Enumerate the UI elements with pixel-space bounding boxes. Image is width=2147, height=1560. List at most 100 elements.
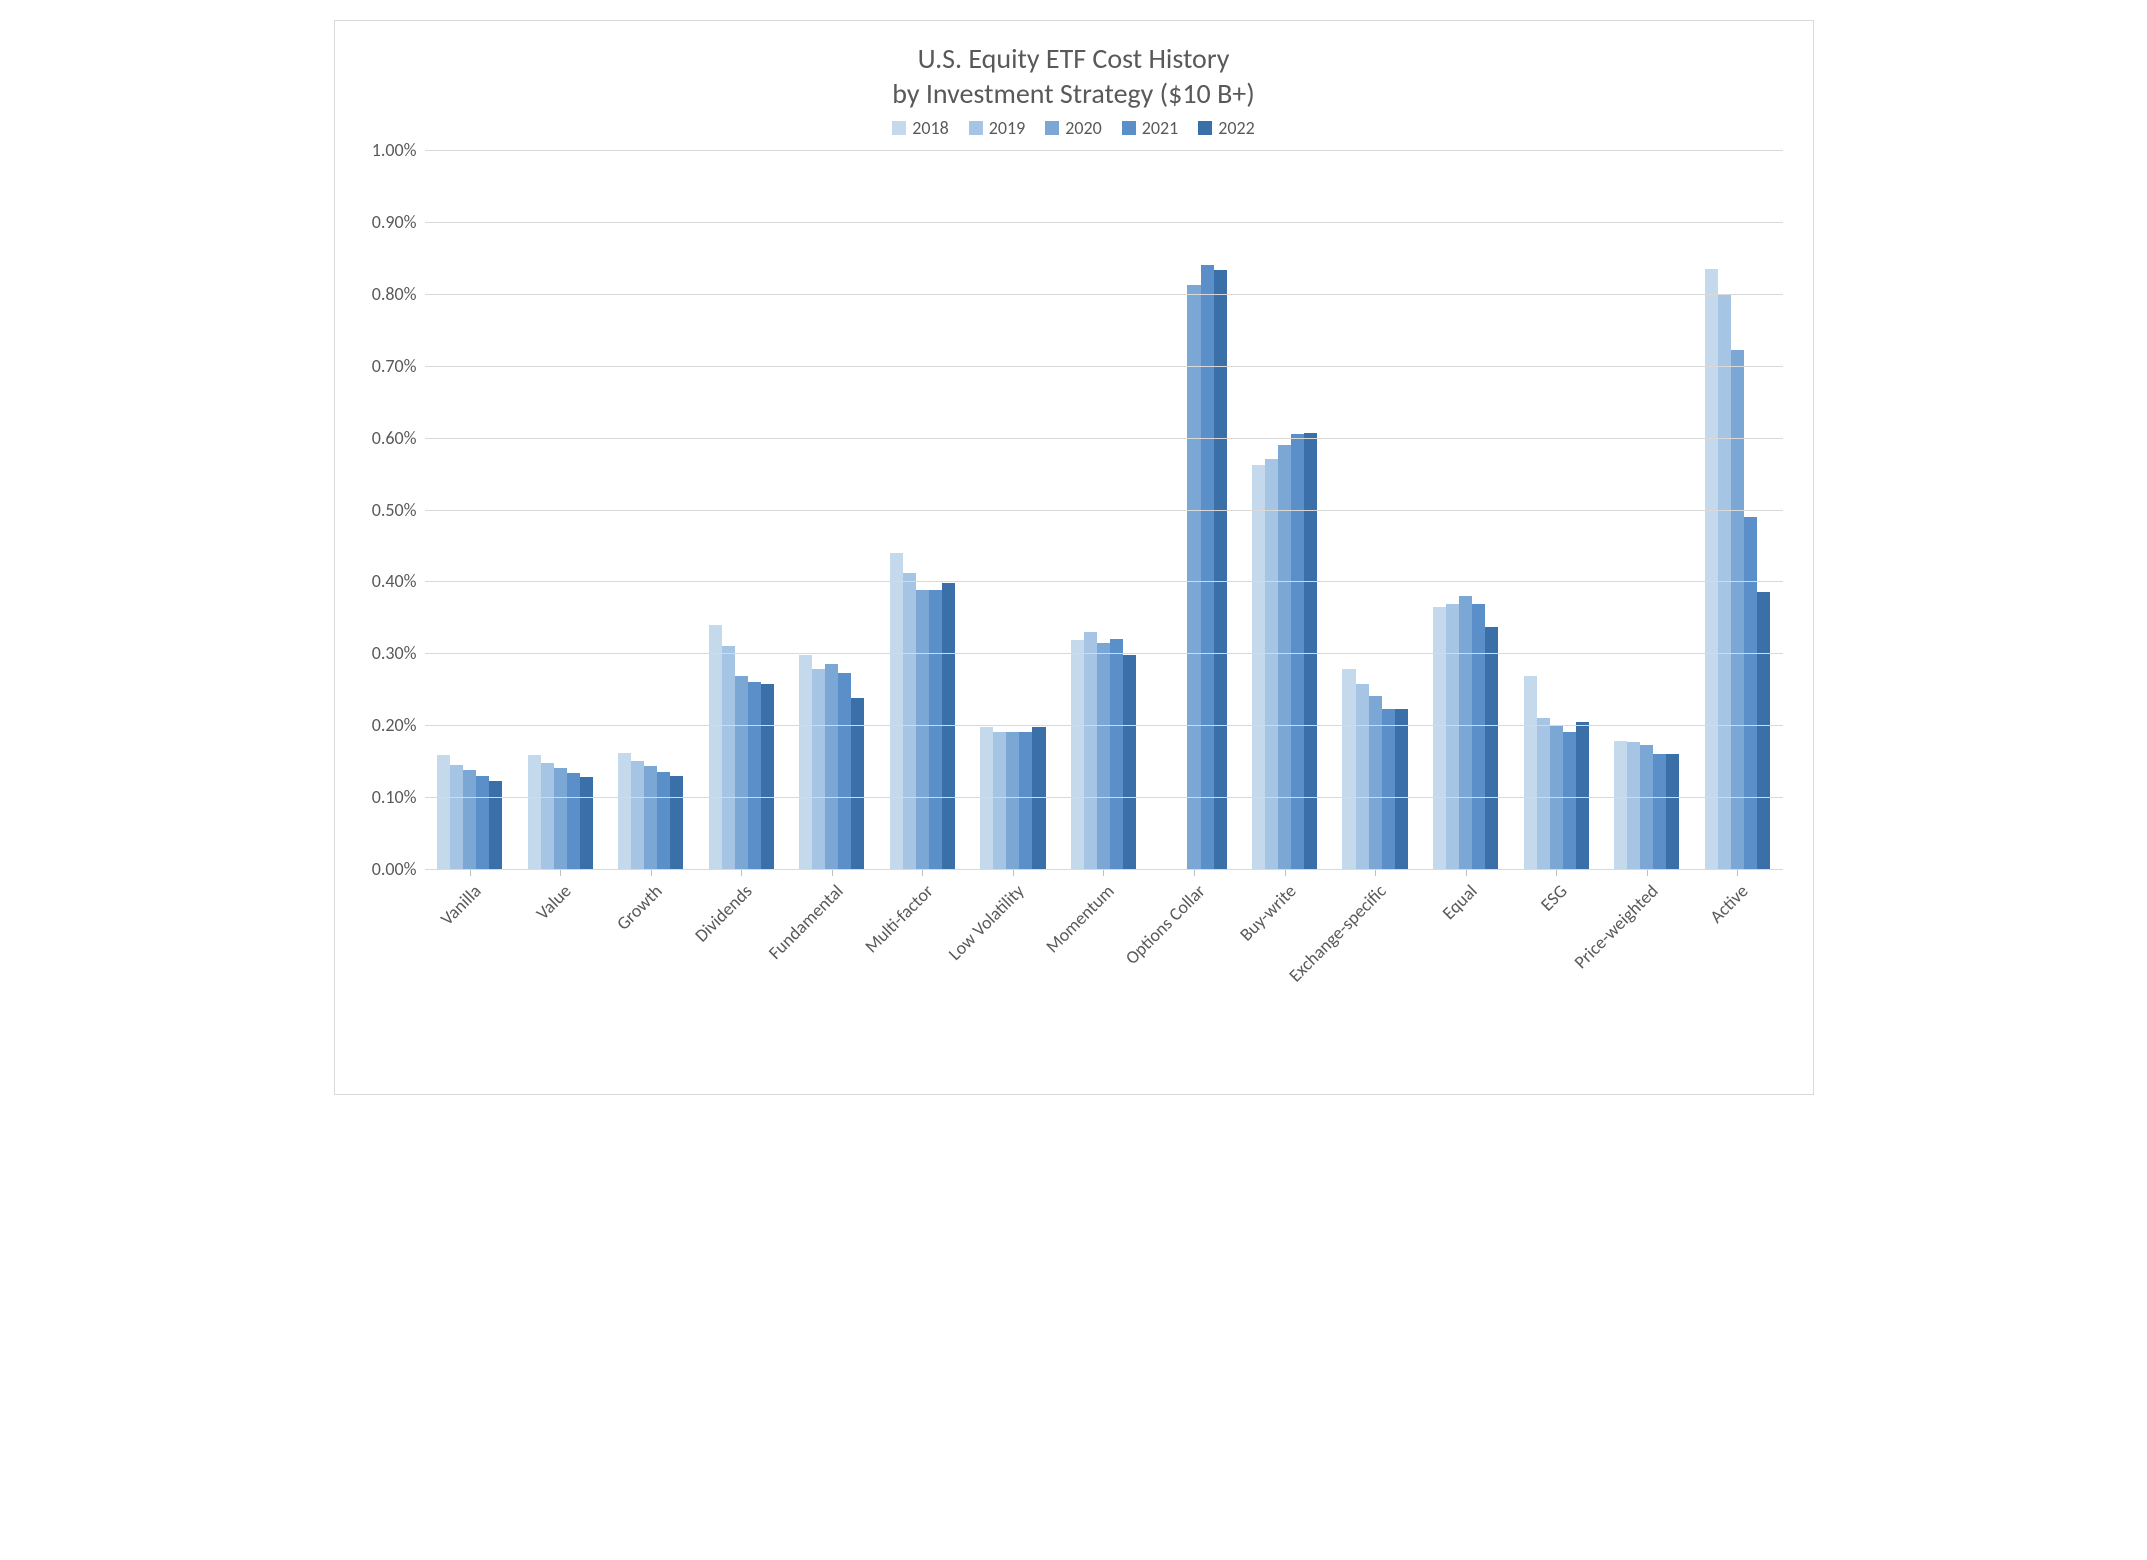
x-axis-label: Value bbox=[532, 880, 576, 924]
y-tick-label: 0.20% bbox=[372, 714, 425, 736]
bar bbox=[541, 763, 554, 869]
gridline bbox=[425, 150, 1783, 151]
x-tick bbox=[560, 870, 561, 876]
bar bbox=[748, 682, 761, 869]
bar bbox=[437, 755, 450, 869]
bar bbox=[1291, 434, 1304, 869]
legend-swatch bbox=[1198, 121, 1212, 135]
y-tick-label: 0.10% bbox=[372, 786, 425, 808]
bar bbox=[980, 727, 993, 869]
y-tick-label: 0.00% bbox=[372, 858, 425, 880]
bar bbox=[929, 590, 942, 869]
bar bbox=[618, 753, 631, 869]
bar bbox=[1123, 655, 1136, 869]
x-tick bbox=[1285, 870, 1286, 876]
bar bbox=[1214, 270, 1227, 869]
x-label-slot: Multi-factor bbox=[877, 870, 968, 1070]
plot-area: 0.00%0.10%0.20%0.30%0.40%0.50%0.60%0.70%… bbox=[425, 150, 1783, 870]
chart-frame: U.S. Equity ETF Cost History by Investme… bbox=[334, 20, 1814, 1095]
x-axis-label: ESG bbox=[1536, 880, 1572, 916]
bar bbox=[1252, 465, 1265, 869]
x-label-slot: Vanilla bbox=[425, 870, 516, 1070]
x-label-slot: Growth bbox=[606, 870, 697, 1070]
gridline bbox=[425, 510, 1783, 511]
x-tick bbox=[1647, 870, 1648, 876]
chart-title: U.S. Equity ETF Cost History by Investme… bbox=[355, 41, 1793, 111]
x-axis-label: Dividends bbox=[691, 880, 757, 946]
bar bbox=[1731, 350, 1744, 869]
bar bbox=[1705, 269, 1718, 869]
legend-label: 2021 bbox=[1142, 117, 1179, 139]
x-label-slot: Price-weighted bbox=[1601, 870, 1692, 1070]
bar bbox=[903, 573, 916, 869]
x-label-slot: Dividends bbox=[696, 870, 787, 1070]
y-tick-label: 0.30% bbox=[372, 642, 425, 664]
gridline bbox=[425, 725, 1783, 726]
x-tick bbox=[832, 870, 833, 876]
gridline bbox=[425, 797, 1783, 798]
x-tick bbox=[651, 870, 652, 876]
x-label-slot: Momentum bbox=[1058, 870, 1149, 1070]
chart-legend: 20182019202020212022 bbox=[355, 117, 1793, 140]
legend-label: 2018 bbox=[912, 117, 949, 139]
legend-item-2021: 2021 bbox=[1122, 117, 1179, 139]
bar bbox=[1187, 285, 1200, 869]
x-axis-label: Equal bbox=[1437, 880, 1481, 924]
bar bbox=[1278, 445, 1291, 869]
x-tick bbox=[1103, 870, 1104, 876]
bar bbox=[489, 781, 502, 869]
bar bbox=[450, 765, 463, 869]
bar bbox=[709, 625, 722, 869]
x-tick bbox=[1737, 870, 1738, 876]
bar bbox=[476, 776, 489, 869]
x-axis-label: Vanilla bbox=[436, 880, 486, 930]
bar bbox=[799, 655, 812, 869]
x-label-slot: Value bbox=[515, 870, 606, 1070]
chart-title-line-1: U.S. Equity ETF Cost History bbox=[355, 41, 1793, 76]
bar bbox=[851, 698, 864, 869]
bar bbox=[554, 768, 567, 869]
gridline bbox=[425, 653, 1783, 654]
bar bbox=[1757, 592, 1770, 869]
bar bbox=[1666, 754, 1679, 869]
gridline bbox=[425, 222, 1783, 223]
bar bbox=[1356, 684, 1369, 870]
x-tick bbox=[1194, 870, 1195, 876]
bar bbox=[1304, 433, 1317, 869]
bar bbox=[1446, 604, 1459, 869]
y-tick-label: 0.60% bbox=[372, 427, 425, 449]
bar bbox=[1459, 596, 1472, 869]
bar bbox=[1265, 459, 1278, 869]
y-tick-label: 0.50% bbox=[372, 499, 425, 521]
y-tick-label: 0.90% bbox=[372, 211, 425, 233]
bar bbox=[1485, 627, 1498, 869]
bar bbox=[761, 684, 774, 870]
bar bbox=[825, 664, 838, 869]
bar bbox=[1524, 676, 1537, 869]
x-label-slot: Fundamental bbox=[787, 870, 878, 1070]
legend-label: 2020 bbox=[1065, 117, 1102, 139]
bar bbox=[993, 732, 1006, 869]
x-axis-label: Buy-write bbox=[1235, 880, 1300, 945]
y-tick-label: 0.80% bbox=[372, 283, 425, 305]
x-tick bbox=[741, 870, 742, 876]
legend-item-2020: 2020 bbox=[1045, 117, 1102, 139]
bar bbox=[1472, 604, 1485, 869]
x-axis-label: Active bbox=[1705, 880, 1752, 927]
bar bbox=[1395, 709, 1408, 869]
bar bbox=[1342, 669, 1355, 869]
gridline bbox=[425, 294, 1783, 295]
legend-swatch bbox=[892, 121, 906, 135]
gridline bbox=[425, 366, 1783, 367]
bar bbox=[722, 646, 735, 869]
gridline bbox=[425, 438, 1783, 439]
x-axis-labels: VanillaValueGrowthDividendsFundamentalMu… bbox=[425, 870, 1783, 1070]
bar bbox=[1369, 696, 1382, 869]
bar bbox=[1614, 741, 1627, 869]
bar bbox=[1201, 265, 1214, 869]
x-label-slot: Low Volatility bbox=[968, 870, 1059, 1070]
legend-item-2018: 2018 bbox=[892, 117, 949, 139]
x-label-slot: Options Collar bbox=[1149, 870, 1240, 1070]
legend-item-2022: 2022 bbox=[1198, 117, 1255, 139]
bar bbox=[1006, 732, 1019, 869]
